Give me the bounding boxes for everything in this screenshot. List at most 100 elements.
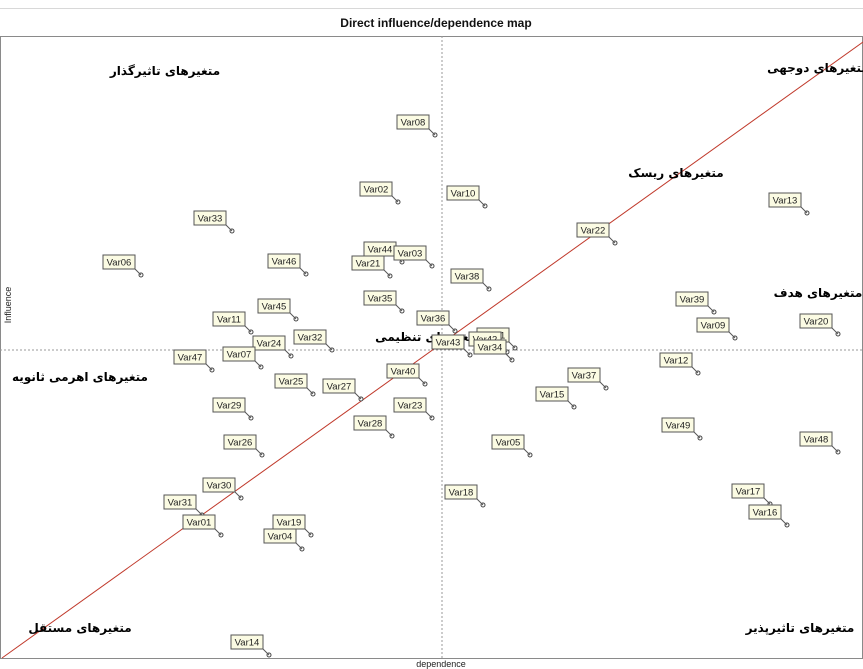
point-label: Var11 bbox=[217, 315, 241, 326]
point-connector bbox=[354, 392, 362, 400]
point-label-box bbox=[351, 255, 385, 271]
data-point-var37: Var37 bbox=[567, 367, 609, 391]
point-connector bbox=[244, 411, 252, 419]
point-connector bbox=[831, 445, 839, 453]
data-point-var04: Var04 bbox=[263, 528, 305, 552]
point-connector bbox=[234, 491, 242, 499]
point-label: Var04 bbox=[268, 532, 293, 543]
point-label: Var25 bbox=[279, 377, 304, 388]
data-point-var14: Var14 bbox=[230, 634, 272, 658]
point-connector bbox=[693, 431, 701, 439]
region-label-upper-middle-right: متغیرهای ریسک bbox=[628, 166, 723, 180]
point-label: Var02 bbox=[364, 185, 389, 196]
point-label: Var27 bbox=[327, 382, 352, 393]
point-label-box bbox=[173, 349, 207, 365]
data-point-var27: Var27 bbox=[322, 378, 364, 402]
point-label-box bbox=[230, 634, 264, 650]
data-point-var38: Var38 bbox=[450, 268, 492, 292]
point-label: Var16 bbox=[753, 508, 778, 519]
point-label: Var28 bbox=[358, 419, 383, 430]
data-point-var26: Var26 bbox=[223, 434, 265, 458]
point-label: Var13 bbox=[773, 196, 798, 207]
point-connector bbox=[383, 269, 391, 277]
data-point-var43: Var43 bbox=[431, 334, 473, 358]
point-label: Var26 bbox=[228, 438, 253, 449]
data-point-var11: Var11 bbox=[212, 311, 254, 335]
data-point-var29: Var29 bbox=[212, 397, 254, 421]
data-point-var30: Var30 bbox=[202, 477, 244, 501]
point-label-box bbox=[222, 346, 256, 362]
data-point-var19: Var19 bbox=[272, 514, 314, 538]
data-point-var05: Var05 bbox=[491, 434, 533, 458]
data-point-var33: Var33 bbox=[193, 210, 235, 234]
point-label-box bbox=[293, 329, 327, 345]
data-point-var49: Var49 bbox=[661, 417, 703, 441]
data-point-var44: Var44 bbox=[363, 241, 405, 265]
data-point-var15: Var15 bbox=[535, 386, 577, 410]
point-connector bbox=[523, 448, 531, 456]
point-connector bbox=[134, 268, 142, 276]
point-label-box bbox=[359, 181, 393, 197]
point-connector bbox=[306, 387, 314, 395]
point-label-box bbox=[163, 494, 197, 510]
point-connector bbox=[289, 312, 297, 320]
point-label: Var35 bbox=[368, 294, 393, 305]
point-label: Var01 bbox=[187, 518, 212, 529]
point-label: Var10 bbox=[451, 189, 476, 200]
point-label: Var21 bbox=[356, 259, 381, 270]
point-connector bbox=[800, 206, 808, 214]
point-label: Var36 bbox=[421, 314, 446, 325]
point-label: Var30 bbox=[207, 481, 232, 492]
point-label-box bbox=[363, 290, 397, 306]
point-label: Var43 bbox=[436, 338, 461, 349]
point-label-box bbox=[223, 434, 257, 450]
point-connector bbox=[707, 305, 715, 313]
region-label-middle-right: متغیرهای هدف bbox=[774, 286, 863, 300]
point-label-box bbox=[263, 528, 297, 544]
data-point-var13: Var13 bbox=[768, 192, 810, 216]
data-point-var03: Var03 bbox=[393, 245, 435, 269]
point-label-box bbox=[444, 484, 478, 500]
point-label-box bbox=[322, 378, 356, 394]
point-connector bbox=[831, 327, 839, 335]
point-connector bbox=[418, 377, 426, 385]
data-point-var48: Var48 bbox=[799, 431, 841, 455]
point-connector bbox=[691, 366, 699, 374]
point-label-box bbox=[696, 317, 730, 333]
region-label-bottom-left: متغیرهای مستقل bbox=[28, 621, 131, 635]
point-connector bbox=[214, 528, 222, 536]
data-point-var12: Var12 bbox=[659, 352, 701, 376]
point-label-box bbox=[799, 313, 833, 329]
data-point-var02: Var02 bbox=[359, 181, 401, 205]
data-point-var25: Var25 bbox=[274, 373, 316, 397]
point-label: Var47 bbox=[178, 353, 203, 364]
y-axis-label: Influence bbox=[3, 287, 13, 324]
data-point-var28: Var28 bbox=[353, 415, 395, 439]
point-label: Var24 bbox=[257, 339, 282, 350]
point-label: Var44 bbox=[368, 245, 393, 256]
point-label: Var33 bbox=[198, 214, 223, 225]
point-connector bbox=[295, 542, 303, 550]
point-label-box bbox=[535, 386, 569, 402]
data-point-var08: Var08 bbox=[396, 114, 438, 138]
point-label-box bbox=[450, 268, 484, 284]
point-label: Var46 bbox=[272, 257, 297, 268]
point-connector bbox=[763, 497, 771, 505]
point-connector bbox=[508, 341, 516, 349]
data-point-var47: Var47 bbox=[173, 349, 215, 373]
point-label: Var12 bbox=[664, 356, 689, 367]
point-label-box bbox=[193, 210, 227, 226]
point-connector bbox=[205, 363, 213, 371]
point-label: Var31 bbox=[168, 498, 193, 509]
point-label-box bbox=[491, 434, 525, 450]
point-label-box bbox=[473, 339, 507, 355]
point-label: Var29 bbox=[217, 401, 242, 412]
point-connector bbox=[425, 259, 433, 267]
point-label-box bbox=[252, 335, 286, 351]
data-point-var46: Var46 bbox=[267, 253, 309, 277]
point-label: Var20 bbox=[804, 317, 829, 328]
point-label-box bbox=[393, 397, 427, 413]
point-label: Var22 bbox=[581, 226, 606, 237]
data-point-var10: Var10 bbox=[446, 185, 488, 209]
point-connector bbox=[304, 528, 312, 536]
